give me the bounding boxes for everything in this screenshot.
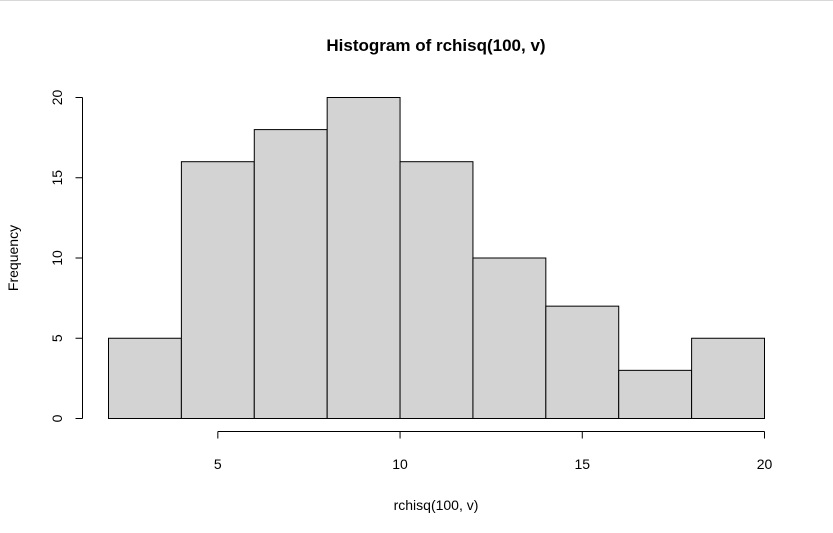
y-tick-label: 0 (49, 414, 65, 422)
x-tick-label: 5 (214, 456, 222, 472)
histogram-bar (108, 337, 182, 419)
x-axis-label: rchisq(100, v) (394, 497, 479, 513)
x-tick-label: 10 (392, 456, 408, 472)
histogram-bar (326, 97, 401, 419)
y-tick-label: 20 (49, 90, 65, 106)
x-tick-label: 20 (757, 456, 773, 472)
chart-title: Histogram of rchisq(100, v) (326, 36, 545, 55)
histogram-bar (618, 369, 693, 420)
histogram-bar (253, 129, 328, 419)
y-tick-label: 10 (49, 250, 65, 266)
histogram-bar (545, 305, 620, 419)
top-border (0, 0, 833, 1)
histogram-bar (691, 337, 765, 419)
histogram-bar (472, 257, 547, 419)
histogram-bar (399, 161, 474, 419)
bars-group (108, 97, 765, 420)
x-axis: 5 10 15 20 (214, 431, 773, 472)
x-tick-label: 15 (574, 456, 590, 472)
y-tick-label: 5 (49, 334, 65, 342)
y-axis: 0 5 10 15 20 (49, 90, 83, 422)
y-tick-label: 15 (49, 170, 65, 186)
histogram-bar (180, 161, 255, 419)
y-axis-label: Frequency (5, 225, 21, 291)
